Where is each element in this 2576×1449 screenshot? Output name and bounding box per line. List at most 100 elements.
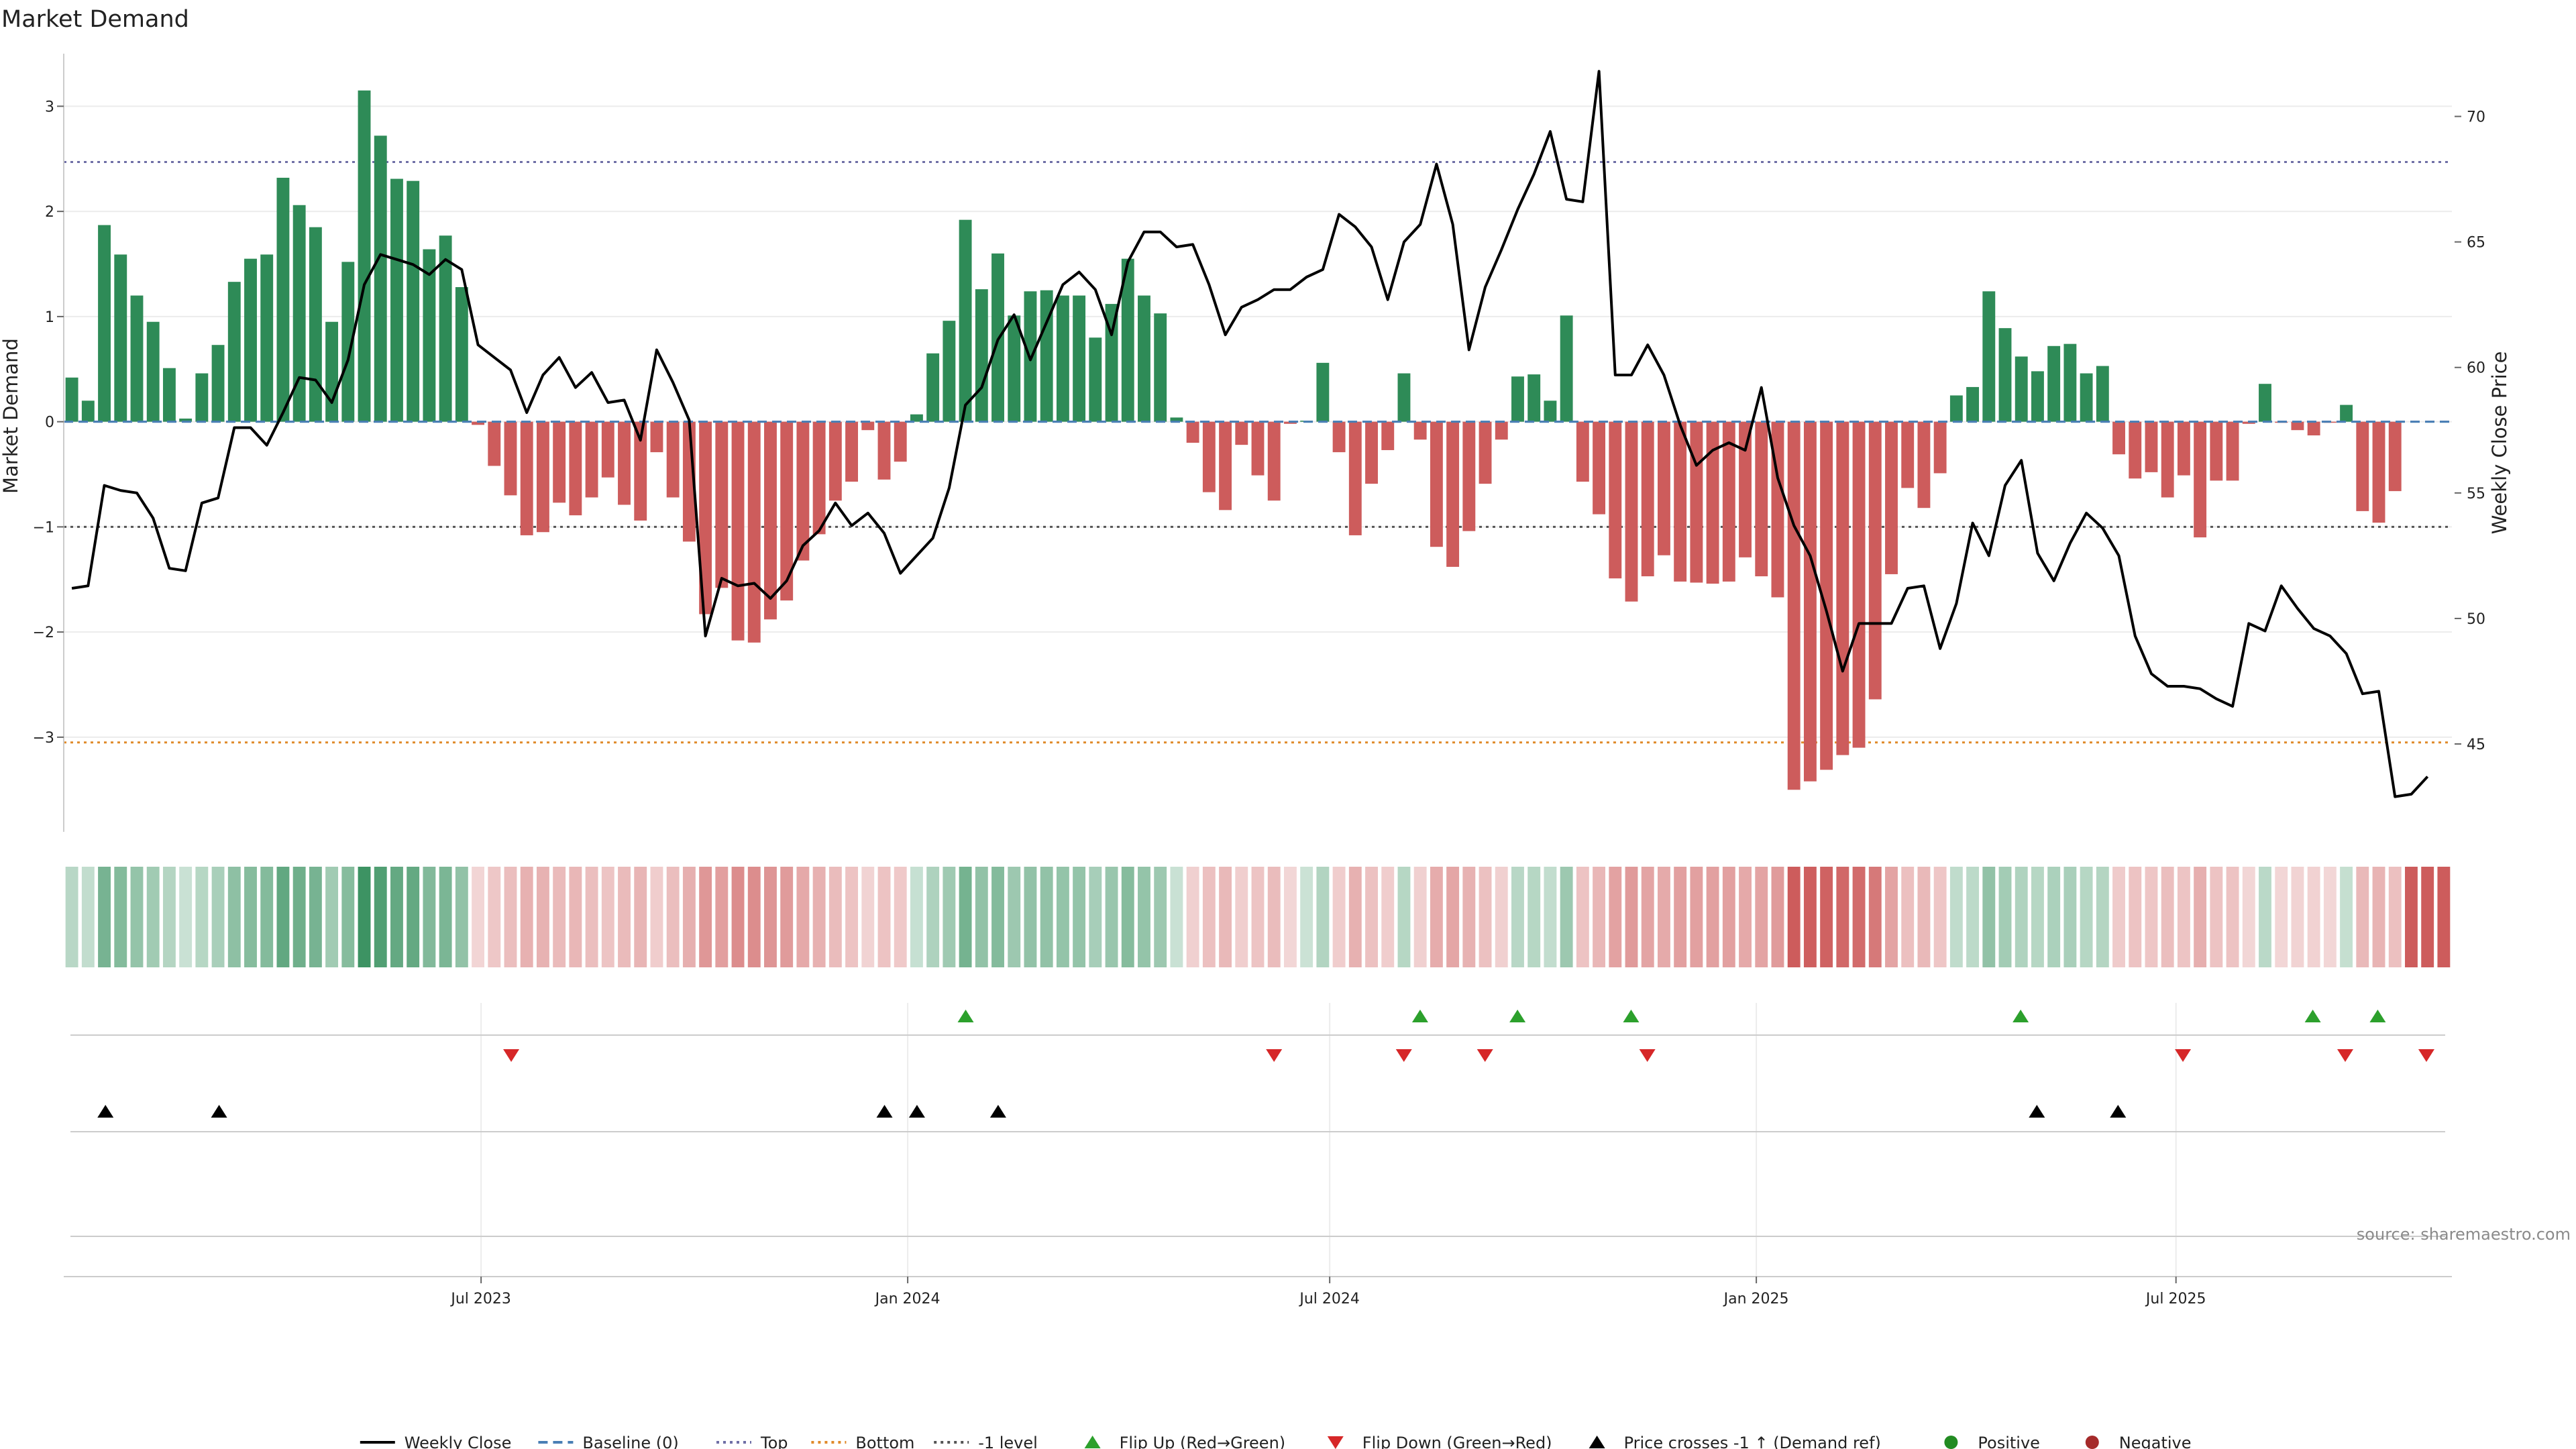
demand-bar	[877, 421, 891, 480]
legend-item: Positive	[1944, 1434, 2040, 1449]
strip-cell	[780, 867, 794, 967]
strip-cell	[1186, 867, 1199, 967]
x-tick-label: Jul 2023	[449, 1291, 511, 1307]
strip-cell	[1430, 867, 1443, 967]
strip-cell	[1495, 867, 1508, 967]
strip-cell	[1690, 867, 1703, 967]
flip-up-marker	[2369, 1010, 2386, 1022]
strip-cell	[98, 867, 111, 967]
strip-cell	[1008, 867, 1021, 967]
strip-cell	[601, 867, 614, 967]
strip-cell	[1868, 867, 1882, 967]
strip-cell	[292, 867, 306, 967]
demand-bar	[2112, 421, 2125, 455]
y-tick-label: −1	[33, 519, 54, 536]
y2-tick-label: 50	[2467, 611, 2485, 628]
demand-bar	[179, 418, 193, 422]
legend-swatch	[1327, 1436, 1344, 1449]
price-cross-marker	[97, 1105, 114, 1118]
strip-cell	[2145, 867, 2158, 967]
flip-down-marker	[1477, 1049, 1493, 1062]
demand-bar	[1836, 421, 1849, 755]
demand-bar	[276, 177, 290, 422]
demand-bar	[585, 421, 598, 498]
demand-bar	[1154, 313, 1167, 422]
demand-bar	[926, 353, 940, 422]
strip-cell	[488, 867, 501, 967]
demand-bar	[439, 235, 452, 422]
strip-cell	[390, 867, 403, 967]
demand-bar	[1235, 421, 1248, 445]
demand-bar	[1820, 421, 1833, 770]
y-tick-label: −2	[33, 625, 54, 641]
strip-cell	[2096, 867, 2109, 967]
legend-swatch	[1084, 1436, 1101, 1448]
demand-bar	[959, 219, 972, 422]
strip-cell	[2063, 867, 2077, 967]
strip-cell	[1348, 867, 1362, 967]
strip-cell	[1836, 867, 1849, 967]
demand-bar	[520, 421, 533, 535]
demand-bar	[1056, 295, 1069, 422]
strip-cell	[1674, 867, 1687, 967]
strip-cell	[2015, 867, 2028, 967]
strip-cell	[553, 867, 566, 967]
demand-bars	[64, 90, 2452, 790]
demand-bar	[747, 421, 761, 643]
demand-bar	[1008, 315, 1021, 422]
strip-cell	[1852, 867, 1866, 967]
demand-bar	[1251, 421, 1265, 476]
demand-bar	[2194, 421, 2207, 538]
grid-lines	[64, 105, 2452, 1277]
demand-bar	[358, 90, 371, 422]
strip-cell	[1917, 867, 1931, 967]
strip-cell	[1787, 867, 1801, 967]
strip-cell	[1706, 867, 1719, 967]
demand-bar	[1803, 421, 1817, 782]
strip-cell	[211, 867, 225, 967]
demand-bar	[81, 400, 95, 422]
strip-cell	[585, 867, 598, 967]
strip-cell	[2421, 867, 2434, 967]
price-cross-marker	[876, 1105, 893, 1118]
strip-cell	[341, 867, 355, 967]
strip-cell	[2340, 867, 2353, 967]
y-tick-label: 0	[45, 415, 54, 431]
strip-cell	[991, 867, 1004, 967]
y2-tick-label: 70	[2467, 109, 2485, 126]
strip-cell	[2112, 867, 2125, 967]
strip-cell	[1202, 867, 1216, 967]
legend-swatch	[1944, 1436, 1958, 1449]
demand-bar	[1462, 421, 1476, 531]
demand-bar	[455, 287, 468, 422]
demand-bar	[1105, 304, 1118, 422]
demand-bar	[845, 421, 859, 482]
legend-item: Top	[716, 1434, 788, 1449]
strip-cell	[1024, 867, 1037, 967]
strip-cell	[2372, 867, 2385, 967]
strip-cell	[2177, 867, 2190, 967]
demand-bar	[1495, 421, 1508, 440]
flip-down-marker	[1395, 1049, 1412, 1062]
legend-label: Top	[760, 1434, 788, 1449]
y2-tick-label: 45	[2467, 737, 2485, 753]
strip-cell	[1073, 867, 1086, 967]
strip-cell	[439, 867, 452, 967]
strip-cell	[1413, 867, 1427, 967]
strip-cell	[1885, 867, 1898, 967]
demand-bar	[472, 421, 484, 425]
strip-cell	[146, 867, 160, 967]
strip-cell	[1316, 867, 1330, 967]
demand-bar	[731, 421, 745, 641]
demand-bar	[2096, 366, 2109, 422]
strip-cell	[2405, 867, 2418, 967]
strip-cell	[1267, 867, 1281, 967]
demand-bar	[2291, 421, 2304, 431]
demand-bar	[1348, 421, 1362, 535]
strip-cell	[715, 867, 729, 967]
y-tick-label: 1	[45, 309, 54, 326]
demand-bar	[1381, 421, 1395, 450]
demand-bar	[2259, 384, 2271, 422]
strip-cell	[1722, 867, 1735, 967]
y2-tick-label: 60	[2467, 360, 2485, 377]
